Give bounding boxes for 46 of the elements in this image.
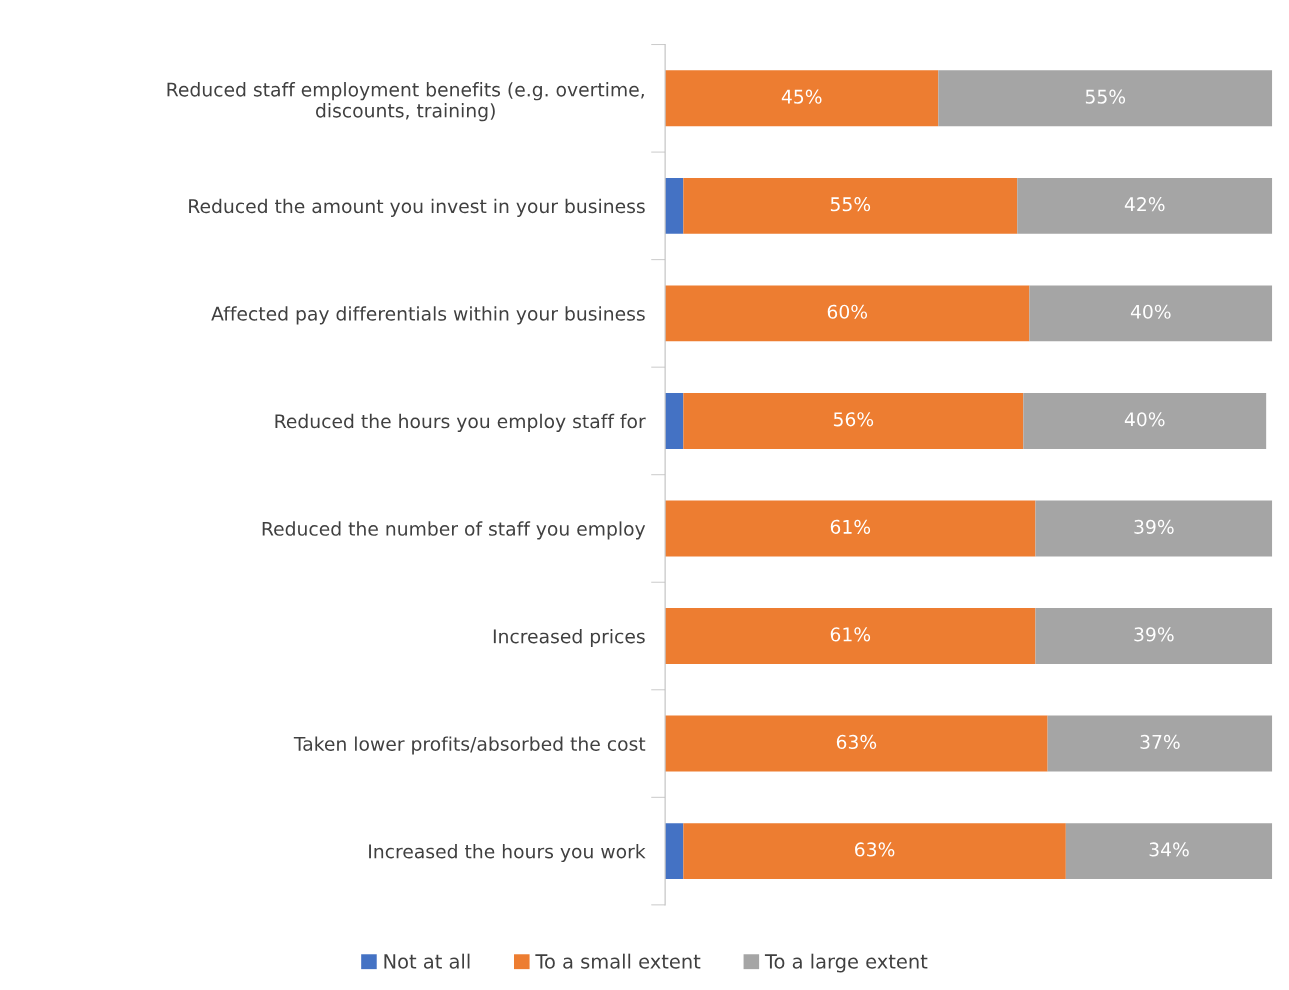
bar: [665, 823, 684, 880]
legend-label: To a large extent: [764, 953, 928, 973]
data-label: 61%: [830, 519, 871, 534]
data-label: 60%: [827, 304, 868, 319]
data-label: 55%: [1085, 89, 1126, 104]
bar: [665, 177, 684, 234]
y-tick-label: Reduced the number of staff you employ: [262, 521, 646, 540]
y-tick-label: Reduced the amount you invest in your business: [189, 198, 645, 217]
data-label: 34%: [1149, 842, 1189, 857]
data-label: 55%: [830, 197, 871, 212]
legend-label: To a small extent: [535, 953, 701, 969]
bar: [1035, 608, 1273, 664]
data-label: 63%: [836, 734, 877, 749]
bar: [683, 177, 1018, 234]
bar: [1035, 500, 1273, 557]
y-tick-label: Increased prices: [493, 628, 645, 648]
bar: [1047, 715, 1273, 772]
data-label: 45%: [781, 89, 822, 104]
data-label: 56%: [833, 412, 874, 427]
bar: [938, 70, 1273, 127]
bar: [1017, 177, 1273, 234]
bar: [683, 392, 1024, 449]
data-label: 39%: [1134, 519, 1174, 534]
y-tick-label: Taken lower profits/absorbed the cost: [293, 736, 646, 755]
data-label: 37%: [1140, 734, 1180, 749]
bar: [665, 608, 1036, 664]
legend-label: Not at all: [384, 953, 470, 969]
y-tick-label: Increased the hours you work: [369, 843, 646, 863]
bar: [1029, 285, 1273, 342]
bar: [665, 392, 684, 449]
bar: [665, 70, 939, 127]
y-tick-label: Reduced the hours you employ staff for: [275, 413, 646, 432]
data-label: 61%: [830, 627, 871, 642]
y-tick-label: Affected pay differentials within your business: [211, 306, 645, 325]
bar: [665, 715, 1048, 772]
bar: [1065, 823, 1273, 880]
bar: [665, 500, 1036, 557]
y-tick-label: Reduced staff employment benefits (e.g. overtime, discounts, training): [167, 82, 644, 122]
data-label: 39%: [1134, 627, 1174, 642]
bar: [1023, 392, 1267, 449]
data-label: 40%: [1124, 412, 1165, 427]
data-label: 42%: [1124, 197, 1165, 212]
data-label: 63%: [855, 842, 895, 857]
bar: [683, 823, 1066, 880]
bar: [665, 285, 1030, 342]
data-label: 40%: [1130, 304, 1171, 319]
